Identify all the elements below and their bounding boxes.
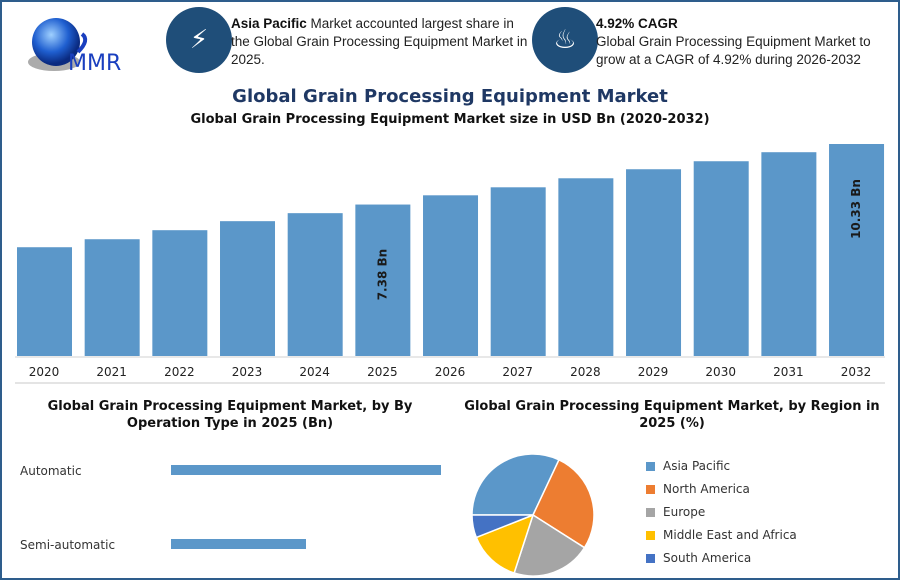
pie-slice-europe	[513, 513, 586, 577]
legend-label: South America	[663, 551, 752, 565]
bar-2020	[17, 247, 72, 356]
operation-type-chart-title: Global Grain Processing Equipment Market…	[47, 399, 413, 431]
logo-text: MMR	[68, 51, 121, 76]
hbar-label-semi-automatic: Semi-automatic	[20, 538, 116, 552]
x-tick-2028: 2028	[570, 365, 601, 379]
pie-slice-south-america	[471, 514, 534, 539]
x-tick-2025: 2025	[367, 365, 398, 379]
bar-2028	[558, 178, 614, 356]
x-tick-2027: 2027	[502, 365, 533, 379]
legend-item-north-america: North America	[646, 482, 750, 496]
region-chart-title: Global Grain Processing Equipment Market…	[464, 399, 880, 431]
data-label-2032: 10.33 Bn	[849, 179, 863, 239]
x-tick-2029: 2029	[638, 365, 669, 379]
flame-drop-icon: ♨︎	[532, 7, 598, 73]
bar-2029	[626, 169, 682, 356]
bar-2031	[761, 152, 817, 356]
bar-2030	[693, 161, 749, 356]
bar-2023	[220, 221, 276, 356]
info2-text: Global Grain Processing Equipment Market…	[596, 34, 871, 67]
x-tick-2032: 2032	[841, 365, 872, 379]
pie-slice-middle-east-and-africa	[475, 513, 535, 574]
legend-swatch	[646, 530, 655, 540]
data-label-2025: 7.38 Bn	[375, 249, 389, 300]
x-tick-2024: 2024	[299, 365, 330, 379]
chart-title: Global Grain Processing Equipment Market	[232, 86, 668, 107]
legend-label: Europe	[663, 505, 706, 519]
pie-slice-north-america	[532, 458, 595, 549]
legend-swatch	[646, 507, 655, 517]
info2-bold: 4.92% CAGR	[596, 16, 678, 31]
bar-2024	[287, 213, 343, 356]
legend-swatch	[646, 461, 655, 471]
hbar-semi-automatic	[171, 539, 306, 549]
lightning-icon: ⚡︎	[166, 7, 232, 73]
hbar-automatic	[171, 465, 441, 475]
hbar-label-automatic: Automatic	[20, 464, 82, 478]
pie-slice-asia-pacific	[471, 453, 560, 516]
legend-item-asia-pacific: Asia Pacific	[646, 459, 730, 473]
x-tick-2030: 2030	[705, 365, 736, 379]
bar-2025	[355, 204, 411, 356]
legend-item-middle-east-and-africa: Middle East and Africa	[646, 528, 797, 542]
x-tick-2020: 2020	[29, 365, 60, 379]
legend-label: Middle East and Africa	[663, 528, 797, 542]
bar-2032	[829, 144, 885, 356]
legend-swatch	[646, 553, 655, 563]
info-asia-pacific: Asia Pacific Market accounted largest sh…	[231, 15, 531, 69]
bar-2022	[152, 230, 208, 356]
info1-text: Market accounted largest share in the Gl…	[231, 16, 528, 67]
bar-2026	[423, 195, 479, 356]
legend-swatch	[646, 484, 655, 494]
legend-item-south-america: South America	[646, 551, 751, 565]
legend-label: Asia Pacific	[663, 459, 731, 473]
x-tick-2026: 2026	[435, 365, 466, 379]
legend-label: North America	[663, 482, 750, 496]
x-tick-2023: 2023	[232, 365, 263, 379]
x-tick-2021: 2021	[96, 365, 127, 379]
x-tick-2022: 2022	[164, 365, 195, 379]
info-cagr: 4.92% CAGR Global Grain Processing Equipm…	[596, 15, 886, 69]
info1-bold: Asia Pacific	[231, 16, 307, 31]
x-tick-2031: 2031	[773, 365, 804, 379]
mmr-logo: MMR	[24, 12, 139, 77]
bar-2027	[490, 187, 546, 356]
bar-2021	[84, 239, 140, 356]
legend-item-europe: Europe	[646, 505, 705, 519]
chart-subtitle: Global Grain Processing Equipment Market…	[190, 112, 710, 127]
